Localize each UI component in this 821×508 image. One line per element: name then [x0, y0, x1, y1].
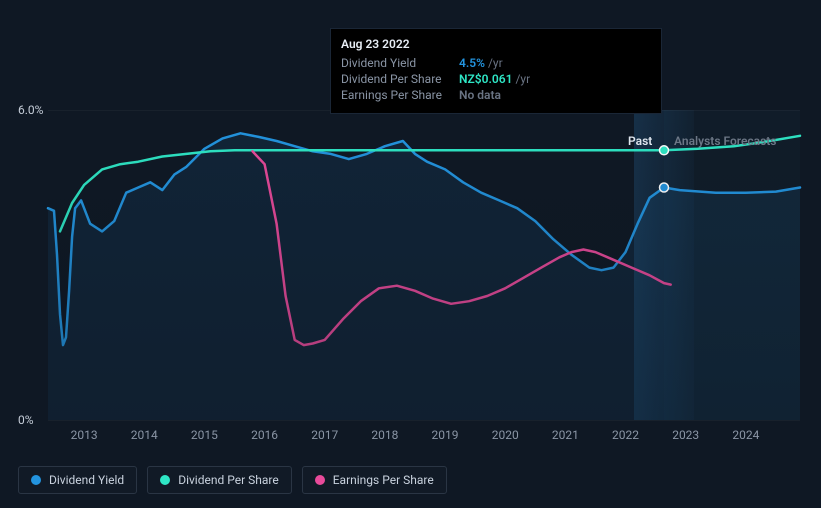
chart-tooltip: Aug 23 2022 Dividend Yield4.5%/yrDividen… — [330, 28, 662, 114]
tooltip-row-label: Dividend Yield — [341, 56, 459, 70]
tooltip-row-value: NZ$0.061 — [459, 72, 512, 86]
legend: Dividend Yield Dividend Per Share Earnings… — [18, 466, 447, 494]
legend-swatch — [31, 475, 41, 485]
x-tick-label: 2020 — [492, 428, 519, 442]
dividend-chart: Past Analysts Forecasts 2013 2014 2015 2016… — [0, 0, 821, 508]
y-gridline — [48, 420, 800, 421]
legend-item[interactable]: Earnings Per Share — [302, 466, 447, 494]
past-label: Past — [628, 134, 652, 148]
x-axis: 2013 2014 2015 2016 2017 2018 2019 2020 2021 2022… — [48, 428, 800, 448]
x-tick-label: 2017 — [311, 428, 338, 442]
legend-item[interactable]: Dividend Yield — [18, 466, 137, 494]
dividend_yield-area — [48, 133, 800, 420]
x-tick-label: 2019 — [432, 428, 459, 442]
x-tick-label: 2013 — [71, 428, 98, 442]
legend-swatch — [315, 475, 325, 485]
tooltip-row-value: No data — [459, 88, 501, 102]
y-tick-label: 6.0% — [18, 103, 43, 117]
legend-item[interactable]: Dividend Per Share — [147, 466, 292, 494]
tooltip-rows: Dividend Yield4.5%/yrDividend Per ShareN… — [341, 55, 651, 103]
tooltip-row-label: Dividend Per Share — [341, 72, 459, 86]
x-tick-label: 2024 — [732, 428, 759, 442]
series-marker — [660, 146, 669, 155]
series-marker — [660, 183, 669, 192]
tooltip-row: Dividend Yield4.5%/yr — [341, 55, 651, 71]
x-tick-label: 2023 — [672, 428, 699, 442]
tooltip-title: Aug 23 2022 — [341, 37, 651, 51]
legend-label: Dividend Per Share — [178, 473, 279, 487]
tooltip-row: Earnings Per ShareNo data — [341, 87, 651, 103]
x-tick-label: 2021 — [552, 428, 579, 442]
tooltip-row: Dividend Per ShareNZ$0.061/yr — [341, 71, 651, 87]
legend-label: Earnings Per Share — [333, 473, 434, 487]
legend-swatch — [160, 475, 170, 485]
tooltip-row-label: Earnings Per Share — [341, 88, 459, 102]
x-tick-label: 2016 — [251, 428, 278, 442]
x-tick-label: 2015 — [191, 428, 218, 442]
y-tick-label: 0% — [18, 413, 34, 427]
x-tick-label: 2018 — [371, 428, 398, 442]
plot-area[interactable]: Past Analysts Forecasts — [48, 110, 800, 420]
x-tick-label: 2022 — [612, 428, 639, 442]
tooltip-row-unit: /yr — [515, 72, 530, 86]
chart-svg — [48, 110, 800, 420]
forecast-label: Analysts Forecasts — [674, 134, 776, 148]
tooltip-row-unit: /yr — [488, 56, 503, 70]
tooltip-row-value: 4.5% — [459, 56, 485, 70]
x-tick-label: 2014 — [131, 428, 158, 442]
legend-label: Dividend Yield — [49, 473, 124, 487]
